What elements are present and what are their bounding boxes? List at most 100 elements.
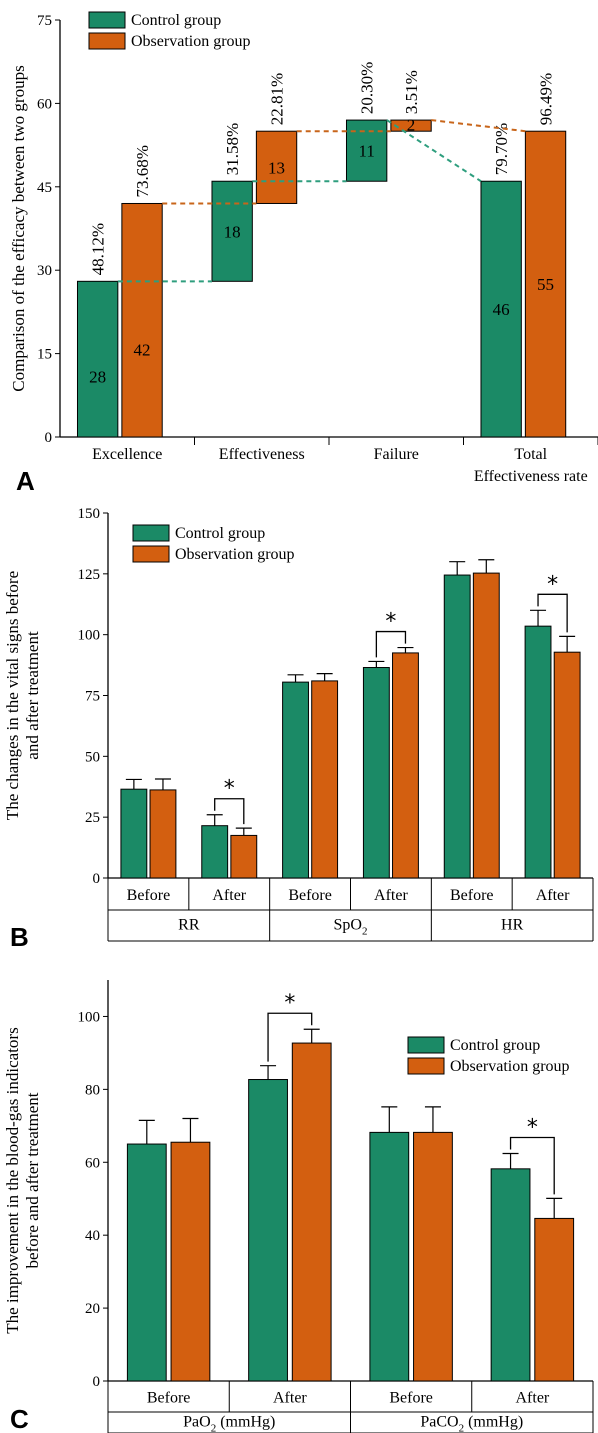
x-subcategory-label: Before bbox=[127, 887, 171, 904]
y-tick-label: 45 bbox=[37, 180, 52, 196]
bar-control bbox=[524, 625, 552, 879]
bar-control bbox=[369, 1131, 410, 1382]
bar-observation bbox=[149, 789, 177, 879]
percent-label-control: 48.12% bbox=[89, 223, 108, 275]
y-axis-title: The changes in the vital signs before bbox=[3, 571, 22, 820]
y-tick-label: 60 bbox=[37, 96, 52, 112]
x-subcategory-label: Before bbox=[288, 887, 332, 904]
bar-control bbox=[201, 825, 229, 879]
x-category-label: Failure bbox=[374, 446, 419, 463]
bar-value-label-control: 11 bbox=[358, 142, 374, 161]
x-group-label: SpO2 bbox=[334, 917, 368, 938]
legend-swatch-control bbox=[407, 1036, 445, 1054]
significance-star: * bbox=[224, 777, 235, 802]
connector-observation bbox=[431, 119, 526, 133]
legend-swatch-control bbox=[132, 524, 170, 542]
bar-observation bbox=[390, 119, 432, 132]
x-subcategory-label: After bbox=[536, 887, 570, 904]
significance-bracket bbox=[267, 1012, 313, 1062]
x-subcategory-label: Before bbox=[389, 1390, 433, 1407]
panel-b-chart: 0 25 50 75 100 125 150 Before After Before After Be… bbox=[3, 506, 594, 952]
panel-letter-a: A bbox=[16, 466, 35, 496]
bar-observation bbox=[472, 572, 500, 879]
x-group-label: PaO2 (mmHg) bbox=[183, 1414, 275, 1433]
connector-control bbox=[386, 119, 482, 183]
y-tick-label: 20 bbox=[85, 1301, 100, 1317]
bar-observation bbox=[121, 202, 163, 438]
percent-label-observation: 96.49% bbox=[537, 73, 556, 125]
percent-label-observation: 22.81% bbox=[268, 73, 287, 125]
legend-label-observation: Observation group bbox=[175, 546, 295, 563]
bar-control bbox=[120, 788, 148, 879]
percent-label-control: 31.58% bbox=[223, 123, 242, 175]
bar-observation bbox=[553, 651, 581, 879]
bar-control bbox=[480, 180, 522, 438]
x-subcategory-label: After bbox=[212, 887, 246, 904]
legend-swatch-observation bbox=[88, 32, 126, 50]
percent-label-observation: 3.51% bbox=[402, 70, 421, 114]
y-tick-label: 25 bbox=[85, 810, 100, 826]
significance-star: * bbox=[547, 572, 558, 597]
x-subcategory-label: After bbox=[515, 1390, 549, 1407]
bar-observation bbox=[255, 130, 298, 204]
bar-control bbox=[490, 1168, 531, 1382]
bar-control bbox=[211, 180, 253, 282]
bar-observation bbox=[230, 834, 258, 879]
x-group-label: HR bbox=[501, 917, 524, 934]
x-subcategory-label: Before bbox=[147, 1390, 191, 1407]
bar-control bbox=[282, 681, 309, 879]
y-tick-label: 40 bbox=[85, 1228, 100, 1244]
bar-value-label-observation: 2 bbox=[407, 116, 416, 135]
y-tick-label: 125 bbox=[78, 567, 101, 583]
x-group-label: RR bbox=[178, 917, 200, 934]
bar-observation bbox=[170, 1141, 211, 1382]
x-category-label: Total bbox=[514, 446, 547, 463]
y-tick-label: 150 bbox=[78, 506, 101, 522]
legend-label-control: Control group bbox=[175, 525, 265, 542]
y-axis-title: before and after treatment bbox=[23, 1092, 42, 1268]
bar-control bbox=[76, 280, 119, 438]
y-tick-label: 50 bbox=[85, 749, 100, 765]
bar-control bbox=[248, 1079, 288, 1382]
legend-label-control: Control group bbox=[450, 1037, 540, 1054]
y-tick-label: 75 bbox=[85, 689, 100, 705]
y-tick-label: 60 bbox=[85, 1155, 100, 1171]
x-category-label: Effectiveness rate bbox=[474, 468, 588, 485]
significance-bracket bbox=[537, 593, 568, 633]
bar-value-label-control: 18 bbox=[224, 222, 241, 241]
x-category-label: Effectiveness bbox=[219, 446, 305, 463]
y-tick-label: 30 bbox=[37, 263, 52, 279]
x-subcategory-label: After bbox=[273, 1390, 307, 1407]
bar-value-label-observation: 55 bbox=[537, 275, 554, 294]
legend-swatch-control bbox=[88, 11, 126, 29]
panel-c-chart: 0 20 40 60 80 100 Before After Before After PaO2 (… bbox=[3, 980, 594, 1433]
significance-bracket bbox=[509, 1136, 555, 1195]
significance-star: * bbox=[385, 610, 396, 635]
y-axis-title: and after treatment bbox=[23, 631, 42, 760]
bar-observation bbox=[413, 1131, 453, 1382]
panel-letter-b: B bbox=[10, 922, 29, 952]
x-subcategory-label: Before bbox=[450, 887, 494, 904]
bar-observation bbox=[534, 1217, 575, 1382]
percent-label-control: 20.30% bbox=[358, 62, 377, 114]
significance-bracket bbox=[214, 798, 245, 825]
panel-a-chart: 0 15 30 45 60 75 28 42 48.12% 73.68% 18 13 31.58% 22.… bbox=[9, 11, 598, 496]
y-tick-label: 100 bbox=[78, 1009, 101, 1025]
bar-observation bbox=[524, 130, 567, 438]
legend-swatch-observation bbox=[407, 1057, 445, 1075]
y-axis-title: The improvement in the blood-gas indicat… bbox=[3, 1027, 22, 1333]
bar-observation bbox=[311, 680, 339, 879]
bar-value-label-control: 28 bbox=[89, 368, 106, 387]
legend-label-observation: Observation group bbox=[450, 1058, 570, 1075]
legend-swatch-observation bbox=[132, 545, 170, 563]
bar-control bbox=[362, 667, 390, 879]
significance-bracket bbox=[375, 630, 407, 658]
legend-label-control: Control group bbox=[131, 12, 221, 29]
y-axis-title: Comparison of the efficacy between two g… bbox=[9, 65, 28, 391]
y-tick-label: 15 bbox=[37, 347, 52, 363]
y-tick-label: 0 bbox=[93, 1374, 101, 1390]
percent-label-observation: 73.68% bbox=[133, 145, 152, 197]
x-group-label: PaCO2 (mmHg) bbox=[420, 1414, 523, 1433]
percent-label-control: 79.70% bbox=[492, 123, 511, 175]
